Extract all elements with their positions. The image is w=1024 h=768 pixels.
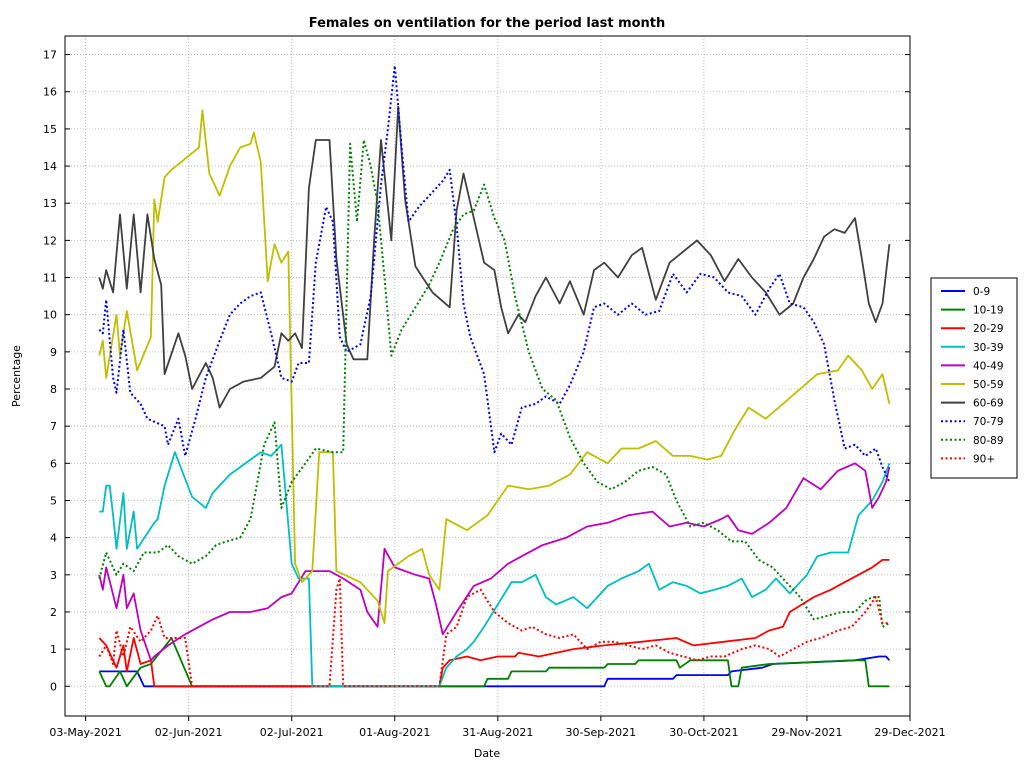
series-line-50-59 [98, 109, 891, 624]
series-line-70-79 [98, 64, 891, 483]
y-tick-label: 10 [43, 309, 57, 322]
x-tick-label: 29-Dec-2021 [874, 726, 945, 739]
y-axis-label: Percentage [10, 345, 23, 407]
grid [65, 36, 910, 716]
x-axis-label: Date [474, 747, 501, 760]
legend-label: 30-39 [973, 342, 1004, 354]
y-tick-label: 15 [43, 123, 57, 136]
legend-label: 40-49 [973, 360, 1004, 372]
legend: 0-9 10-19 20-29 30-39 40-49 50-59 60-69 70-79 80… [930, 277, 1018, 479]
y-tick-label: 14 [43, 160, 57, 173]
series-line-40-49 [98, 462, 891, 662]
y-tick-label: 3 [50, 569, 57, 582]
y-tick-label: 0 [50, 680, 57, 693]
series-line-10-19 [98, 637, 890, 688]
legend-label: 0-9 [973, 286, 990, 298]
series-line-90+ [98, 577, 890, 688]
x-tick-label: 29-Nov-2021 [771, 726, 842, 739]
legend-label: 90+ [973, 453, 995, 465]
legend-label: 20-29 [973, 323, 1004, 335]
y-tick-label: 16 [43, 86, 57, 99]
y-tick-label: 5 [50, 494, 57, 507]
y-tick-label: 6 [50, 457, 57, 470]
x-tick-label: 30-Oct-2021 [669, 726, 738, 739]
x-tick-label: 02-Jul-2021 [260, 726, 324, 739]
y-tick-label: 17 [43, 49, 57, 62]
legend-label: 70-79 [973, 416, 1004, 428]
y-tick-label: 11 [43, 272, 57, 285]
x-tick-label: 31-Aug-2021 [462, 726, 533, 739]
y-tick-label: 1 [50, 643, 57, 656]
y-tick-label: 2 [50, 606, 57, 619]
x-axis: 03-May-2021 02-Jun-2021 02-Jul-2021 01-Aug-… [49, 716, 946, 739]
series-line-20-29 [98, 559, 890, 688]
series-line-0-9 [99, 655, 891, 688]
legend-label: 60-69 [973, 398, 1004, 410]
y-tick-label: 4 [50, 532, 57, 545]
legend-box [930, 277, 1018, 479]
y-tick-label: 7 [50, 420, 57, 433]
y-tick-label: 13 [43, 197, 57, 210]
series-line-60-69 [98, 105, 891, 409]
legend-label: 80-89 [973, 435, 1004, 447]
legend-label: 10-19 [973, 305, 1004, 317]
x-tick-label: 02-Jun-2021 [155, 726, 223, 739]
x-tick-label: 01-Aug-2021 [359, 726, 430, 739]
plot-frame [64, 35, 911, 717]
y-tick-label: 8 [50, 383, 57, 396]
x-tick-label: 30-Sep-2021 [566, 726, 637, 739]
y-tick-label: 9 [50, 346, 57, 359]
series-line-80-89 [98, 139, 890, 628]
chart-title: Females on ventilation for the period la… [309, 16, 666, 31]
x-tick-label: 03-May-2021 [49, 726, 121, 739]
y-tick-label: 12 [43, 234, 57, 247]
legend-label: 50-59 [973, 379, 1004, 391]
series-line-30-39 [99, 443, 891, 688]
series-lines [98, 64, 891, 688]
